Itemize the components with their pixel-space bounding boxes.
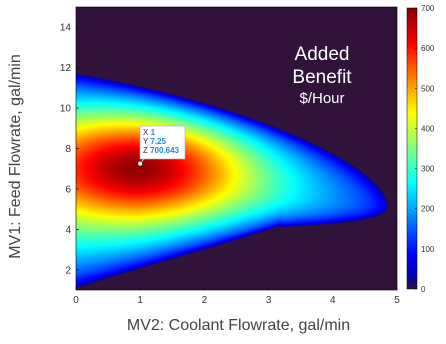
x-tick-label: 1 <box>137 295 143 306</box>
colorbar: 0 100 200 300 400 500 600 700 <box>406 4 435 294</box>
y-tick-label: 4 <box>65 225 71 236</box>
x-axis-ticks: 0 1 2 3 4 5 <box>73 287 400 306</box>
datatip[interactable]: X 1Y 7.25Z 700.643 <box>137 125 186 167</box>
x-tick-label: 4 <box>330 295 336 306</box>
colorbar-tick-label: 700 <box>421 4 435 13</box>
y-tick-label: 6 <box>65 184 71 195</box>
colorbar-frame <box>406 7 418 290</box>
x-tick-label: 3 <box>266 295 272 306</box>
plot-area <box>75 6 398 291</box>
datatip-marker[interactable] <box>137 160 144 167</box>
colorbar-ticks: 0 100 200 300 400 500 600 700 <box>415 4 435 294</box>
datatip-line: Z 700.643 <box>143 146 180 155</box>
colorbar-gradient <box>407 8 417 289</box>
y-tick-label: 2 <box>65 265 71 276</box>
y-axis-label: MV1: Feed Flowrate, gal/min <box>7 54 24 259</box>
x-tick-label: 0 <box>73 295 79 306</box>
y-tick-label: 8 <box>65 144 71 155</box>
colorbar-tick-label: 200 <box>421 205 435 214</box>
datatip-box <box>139 125 186 160</box>
datatip-line: X 1 <box>143 128 156 137</box>
x-tick-label: 2 <box>202 295 208 306</box>
x-tick-label: 5 <box>394 295 400 306</box>
y-tick-label: 12 <box>60 63 72 74</box>
y-tick-label: 10 <box>60 104 72 115</box>
colorbar-tick-label: 600 <box>421 44 435 53</box>
datatip-line: Y 7.25 <box>143 137 167 146</box>
annotation-line: Added <box>295 44 350 65</box>
colorbar-tick-label: 100 <box>421 245 435 254</box>
colorbar-tick-label: 500 <box>421 84 435 93</box>
colorbar-tick-label: 300 <box>421 165 435 174</box>
annotation-line: $/Hour <box>299 90 344 107</box>
x-axis-label: MV2: Coolant Flowrate, gal/min <box>127 317 350 334</box>
y-axis-ticks: 2 4 6 8 10 12 14 <box>60 23 79 276</box>
annotation-line: Benefit <box>292 67 352 88</box>
y-tick-label: 14 <box>60 23 72 34</box>
colorbar-tick-label: 400 <box>421 124 435 133</box>
heatmap-surface <box>76 7 397 290</box>
colorbar-tick-label: 0 <box>421 285 426 294</box>
